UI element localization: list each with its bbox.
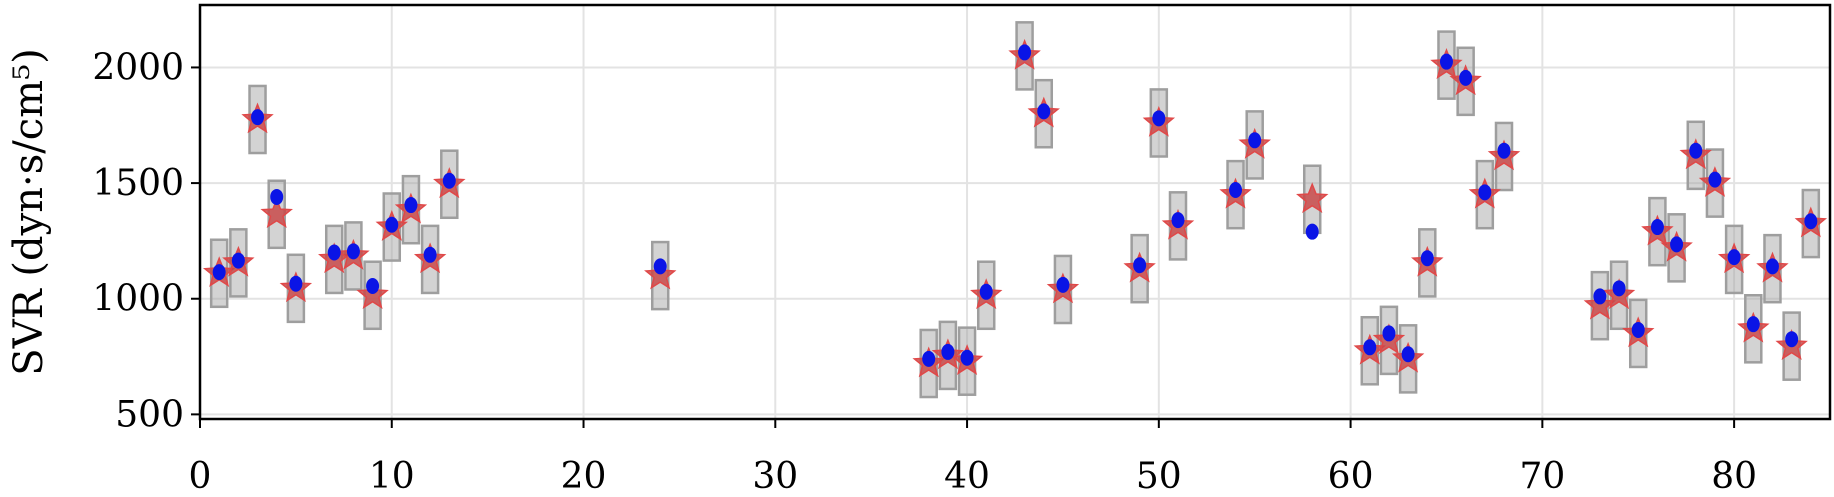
dot-marker (1689, 142, 1703, 159)
dot-marker (251, 109, 265, 126)
x-axis-ticks: 0 10 20 30 40 50 60 70 80 (189, 419, 1757, 497)
dot-marker (1650, 219, 1664, 236)
dot-marker (270, 188, 284, 205)
x-tick-label: 60 (1328, 456, 1374, 497)
dot-marker (1497, 142, 1511, 159)
dot-marker (346, 243, 360, 260)
dot-marker (404, 197, 418, 214)
x-tick-label: 40 (944, 456, 990, 497)
y-axis-ticks: 500 1000 1500 2000 (92, 47, 200, 435)
range-boxes (209, 21, 1821, 399)
grid-lines (199, 5, 1830, 419)
dot-marker (1670, 236, 1684, 253)
dot-marker (1785, 331, 1799, 348)
dot-marker (1171, 212, 1185, 229)
star-marker (1296, 182, 1329, 214)
dot-marker (1804, 213, 1818, 230)
dot-marker (1037, 103, 1051, 120)
dot-markers (212, 44, 1818, 367)
dot-marker (1746, 316, 1760, 333)
dot-marker (423, 246, 437, 263)
x-tick-label: 80 (1711, 456, 1757, 497)
dot-marker (231, 252, 245, 269)
y-axis-label: SVR (dyn·s/cm⁵) (6, 48, 52, 375)
dot-marker (1229, 182, 1243, 199)
dot-marker (1439, 53, 1453, 70)
dot-marker (1631, 321, 1645, 338)
dot-marker (212, 264, 226, 281)
dot-marker (1612, 280, 1626, 297)
dot-marker (442, 172, 456, 189)
dot-marker (1478, 184, 1492, 201)
star-marker (260, 197, 293, 229)
dot-marker (1459, 69, 1473, 86)
plot-frame (198, 3, 1832, 421)
dot-marker (1420, 250, 1434, 267)
x-tick-label: 10 (369, 456, 415, 497)
dot-marker (1133, 257, 1147, 274)
x-tick-label: 0 (189, 456, 212, 497)
dot-marker (1363, 339, 1377, 356)
dot-marker (366, 278, 380, 295)
dot-marker (941, 343, 955, 360)
dot-marker (1708, 171, 1722, 188)
dot-marker (653, 258, 667, 275)
dot-marker (1593, 288, 1607, 305)
dot-marker (1382, 325, 1396, 342)
dot-marker (385, 216, 399, 233)
dot-marker (1401, 346, 1415, 363)
y-tick-label: 2000 (92, 47, 184, 88)
y-tick-label: 500 (115, 394, 184, 435)
x-tick-label: 30 (752, 456, 798, 497)
dot-marker (1305, 223, 1319, 240)
dot-marker (922, 350, 936, 367)
dot-marker (960, 349, 974, 366)
x-tick-label: 50 (1136, 456, 1182, 497)
dot-marker (1727, 249, 1741, 266)
x-tick-label: 20 (561, 456, 607, 497)
dot-marker (327, 244, 341, 261)
dot-marker (1765, 258, 1779, 275)
dot-marker (1018, 44, 1032, 61)
y-tick-label: 1000 (92, 279, 184, 320)
dot-marker (979, 283, 993, 300)
y-tick-label: 1500 (92, 163, 184, 204)
dot-marker (1152, 110, 1166, 127)
dot-marker (289, 275, 303, 292)
dot-marker (1056, 276, 1070, 293)
dot-marker (1248, 132, 1262, 149)
x-tick-label: 70 (1519, 456, 1565, 497)
